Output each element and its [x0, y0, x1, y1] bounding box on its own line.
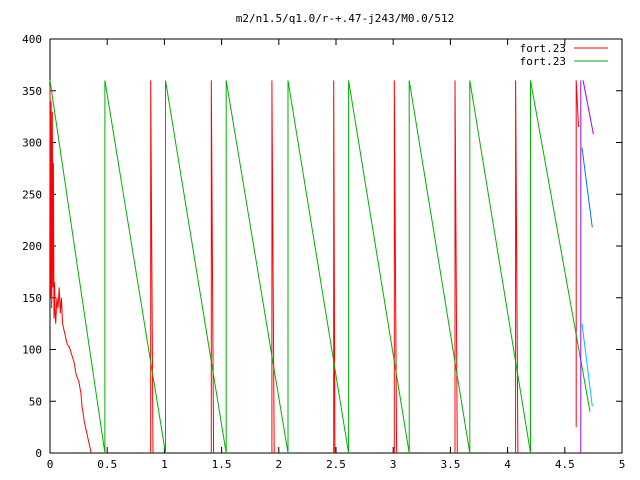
- x-axis: 0 0.5 1 1.5 2 2.5 3 3.5 4 4.5 5: [47, 39, 626, 471]
- x-tick-label: 1.5: [212, 458, 232, 471]
- series-line-2: [49, 80, 591, 454]
- y-axis: 0 50 100 150 200 250 300 350 400: [22, 33, 622, 460]
- x-tick-label: 2.5: [326, 458, 346, 471]
- x-tick-label: 4.5: [555, 458, 575, 471]
- series-layer: [49, 80, 594, 454]
- extra-segment-4: [581, 323, 593, 407]
- y-tick-label: 0: [35, 447, 42, 460]
- y-tick-label: 150: [22, 292, 42, 305]
- chart-title: m2/n1.5/q1.0/r-+.47-j243/M0.0/512: [236, 12, 455, 25]
- x-tick-label: 4: [504, 458, 511, 471]
- y-tick-label: 400: [22, 33, 42, 46]
- x-tick-label: 3: [390, 458, 397, 471]
- legend-label: fort.23: [520, 42, 566, 55]
- x-tick-label: 0.5: [97, 458, 117, 471]
- extra-segment-3: [581, 147, 593, 228]
- x-tick-label: 3.5: [440, 458, 460, 471]
- plot-frame: [49, 38, 623, 454]
- y-tick-label: 100: [22, 344, 42, 357]
- x-tick-label: 1: [161, 458, 168, 471]
- legend-label: fort.23: [520, 55, 566, 68]
- series-line-1: [49, 80, 579, 454]
- x-tick-label: 0: [47, 458, 54, 471]
- y-tick-label: 300: [22, 137, 42, 150]
- y-tick-label: 50: [29, 395, 42, 408]
- y-tick-label: 350: [22, 85, 42, 98]
- x-tick-label: 5: [619, 458, 626, 471]
- y-tick-label: 200: [22, 240, 42, 253]
- x-tick-label: 2: [275, 458, 282, 471]
- y-tick-label: 250: [22, 188, 42, 201]
- plot-border: [49, 38, 623, 454]
- extra-segment-1: [582, 80, 594, 135]
